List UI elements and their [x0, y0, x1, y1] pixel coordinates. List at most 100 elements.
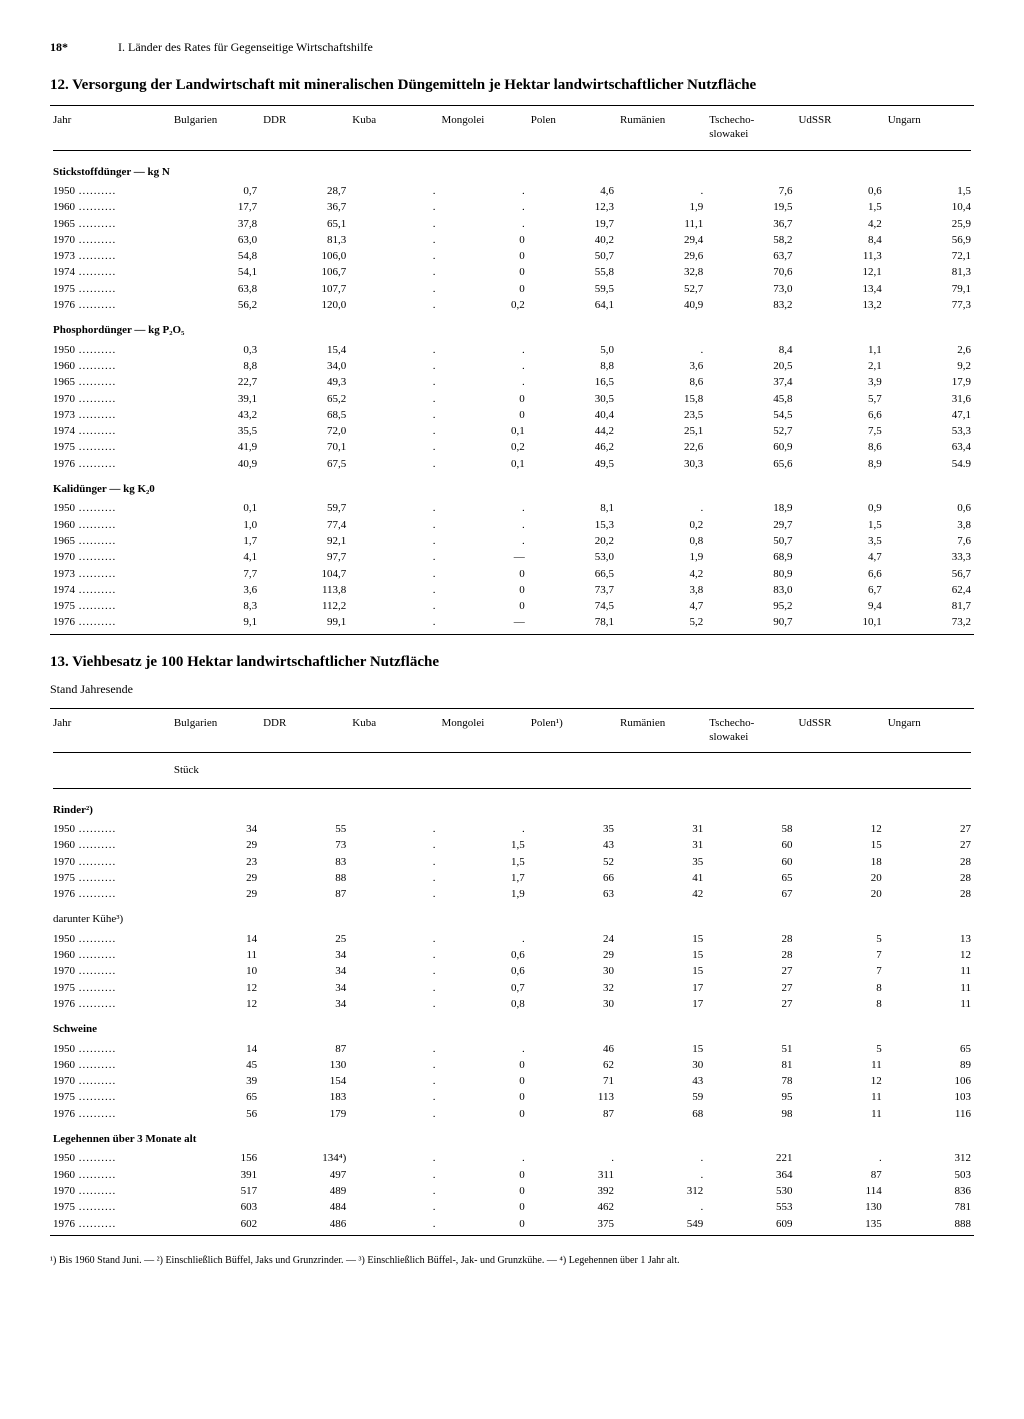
data-cell: 31	[617, 821, 706, 837]
data-cell: 0,2	[439, 297, 528, 313]
section-header: Legehennen über 3 Monate alt	[50, 1122, 974, 1150]
data-cell: 68,9	[706, 549, 795, 565]
data-cell: 11	[885, 963, 974, 979]
data-cell: 59,5	[528, 281, 617, 297]
data-cell: 63,0	[171, 232, 260, 248]
data-cell: .	[349, 598, 438, 614]
data-cell: 18	[795, 854, 884, 870]
table-row: 19702383.1,55235601828	[50, 854, 974, 870]
data-cell: 8,6	[795, 439, 884, 455]
data-cell: 20,2	[528, 533, 617, 549]
data-cell: 89	[885, 1057, 974, 1073]
data-cell: 67	[706, 886, 795, 902]
data-cell: 1,5	[439, 854, 528, 870]
data-cell: 15	[617, 947, 706, 963]
data-cell: 60	[706, 854, 795, 870]
data-cell: .	[349, 232, 438, 248]
data-cell: 462	[528, 1199, 617, 1215]
data-cell: 6,6	[795, 407, 884, 423]
data-cell: .	[349, 439, 438, 455]
data-cell: 364	[706, 1167, 795, 1183]
data-cell: 20,5	[706, 358, 795, 374]
data-cell: .	[349, 980, 438, 996]
data-cell: .	[617, 1150, 706, 1166]
table-row: 19701034.0,6301527711	[50, 963, 974, 979]
data-cell: .	[349, 1150, 438, 1166]
data-cell: 54,5	[706, 407, 795, 423]
table-row: 196017,736,7..12,31,919,51,510,4	[50, 199, 974, 215]
data-cell: 33,3	[885, 549, 974, 565]
data-cell: 8	[795, 996, 884, 1012]
data-cell: 14	[171, 931, 260, 947]
data-cell: 130	[795, 1199, 884, 1215]
column-header: Rumänien	[617, 712, 706, 749]
data-cell: 41	[617, 870, 706, 886]
table-row: 19651,792,1..20,20,850,73,57,6	[50, 533, 974, 549]
data-cell: 29	[171, 870, 260, 886]
data-cell: 83,0	[706, 582, 795, 598]
table-row: 197640,967,5.0,149,530,365,68,954.9	[50, 456, 974, 472]
table-row: 197435,572,0.0,144,225,152,77,553,3	[50, 423, 974, 439]
data-cell: 0	[439, 281, 528, 297]
data-cell: 15,3	[528, 517, 617, 533]
column-header: DDR	[260, 712, 349, 749]
data-cell: .	[439, 500, 528, 516]
data-cell: 70,1	[260, 439, 349, 455]
table-row: 197039,165,2.030,515,845,85,731,6	[50, 391, 974, 407]
year-label: 1965	[53, 535, 116, 547]
data-cell: .	[349, 216, 438, 232]
data-cell: .	[439, 1041, 528, 1057]
data-cell: 5,7	[795, 391, 884, 407]
data-cell: 28	[706, 931, 795, 947]
table-row: 196522,749,3..16,58,637,43,917,9	[50, 374, 974, 390]
data-cell: 12	[885, 947, 974, 963]
table-row: 19501487..461551565	[50, 1041, 974, 1057]
table-row: 19769,199,1.—78,15,290,710,173,2	[50, 614, 974, 630]
data-cell: 9,2	[885, 358, 974, 374]
data-cell: 11	[795, 1089, 884, 1105]
table-row: 197343,268,5.040,423,554,56,647,1	[50, 407, 974, 423]
data-cell: 0	[439, 232, 528, 248]
table12-title: 12. Versorgung der Landwirtschaft mit mi…	[50, 76, 974, 96]
data-cell: 20	[795, 870, 884, 886]
table-row: 19501425..241528513	[50, 931, 974, 947]
data-cell: 11	[885, 980, 974, 996]
data-cell: .	[349, 1073, 438, 1089]
data-cell: 0,1	[439, 423, 528, 439]
data-cell: 836	[885, 1183, 974, 1199]
table-row: 19758,3112,2.074,54,795,29,481,7	[50, 598, 974, 614]
section-header: darunter Kühe³)	[50, 902, 974, 930]
page-number: 18*	[50, 40, 68, 56]
data-cell: 78	[706, 1073, 795, 1089]
section-header: Stickstoffdünger — kg N	[50, 155, 974, 183]
data-cell: .	[617, 183, 706, 199]
data-cell: 156	[171, 1150, 260, 1166]
footnotes: ¹) Bis 1960 Stand Juni. — ²) Einschließl…	[50, 1254, 974, 1267]
data-cell: 517	[171, 1183, 260, 1199]
data-cell: 31,6	[885, 391, 974, 407]
data-cell: 104,7	[260, 566, 349, 582]
data-cell: .	[439, 1150, 528, 1166]
data-cell: 5,2	[617, 614, 706, 630]
data-cell: 34	[260, 947, 349, 963]
data-cell: 65	[171, 1089, 260, 1105]
data-cell: 30	[528, 996, 617, 1012]
data-cell: 32	[528, 980, 617, 996]
table-row: 19500,159,7..8,1.18,90,90,6	[50, 500, 974, 516]
data-cell: 2,1	[795, 358, 884, 374]
year-label: 1974	[53, 266, 116, 278]
year-label: 1970	[53, 234, 116, 246]
data-cell: 17	[617, 980, 706, 996]
data-cell: 5	[795, 931, 884, 947]
data-cell: 0	[439, 1089, 528, 1105]
data-cell: 312	[885, 1150, 974, 1166]
data-cell: .	[439, 183, 528, 199]
data-cell: 489	[260, 1183, 349, 1199]
data-cell: 51	[706, 1041, 795, 1057]
data-cell: .	[349, 183, 438, 199]
year-label: 1950	[53, 1152, 116, 1164]
data-cell: 4,7	[617, 598, 706, 614]
data-cell: 15	[617, 931, 706, 947]
data-cell: .	[349, 500, 438, 516]
data-cell: 4,2	[617, 566, 706, 582]
